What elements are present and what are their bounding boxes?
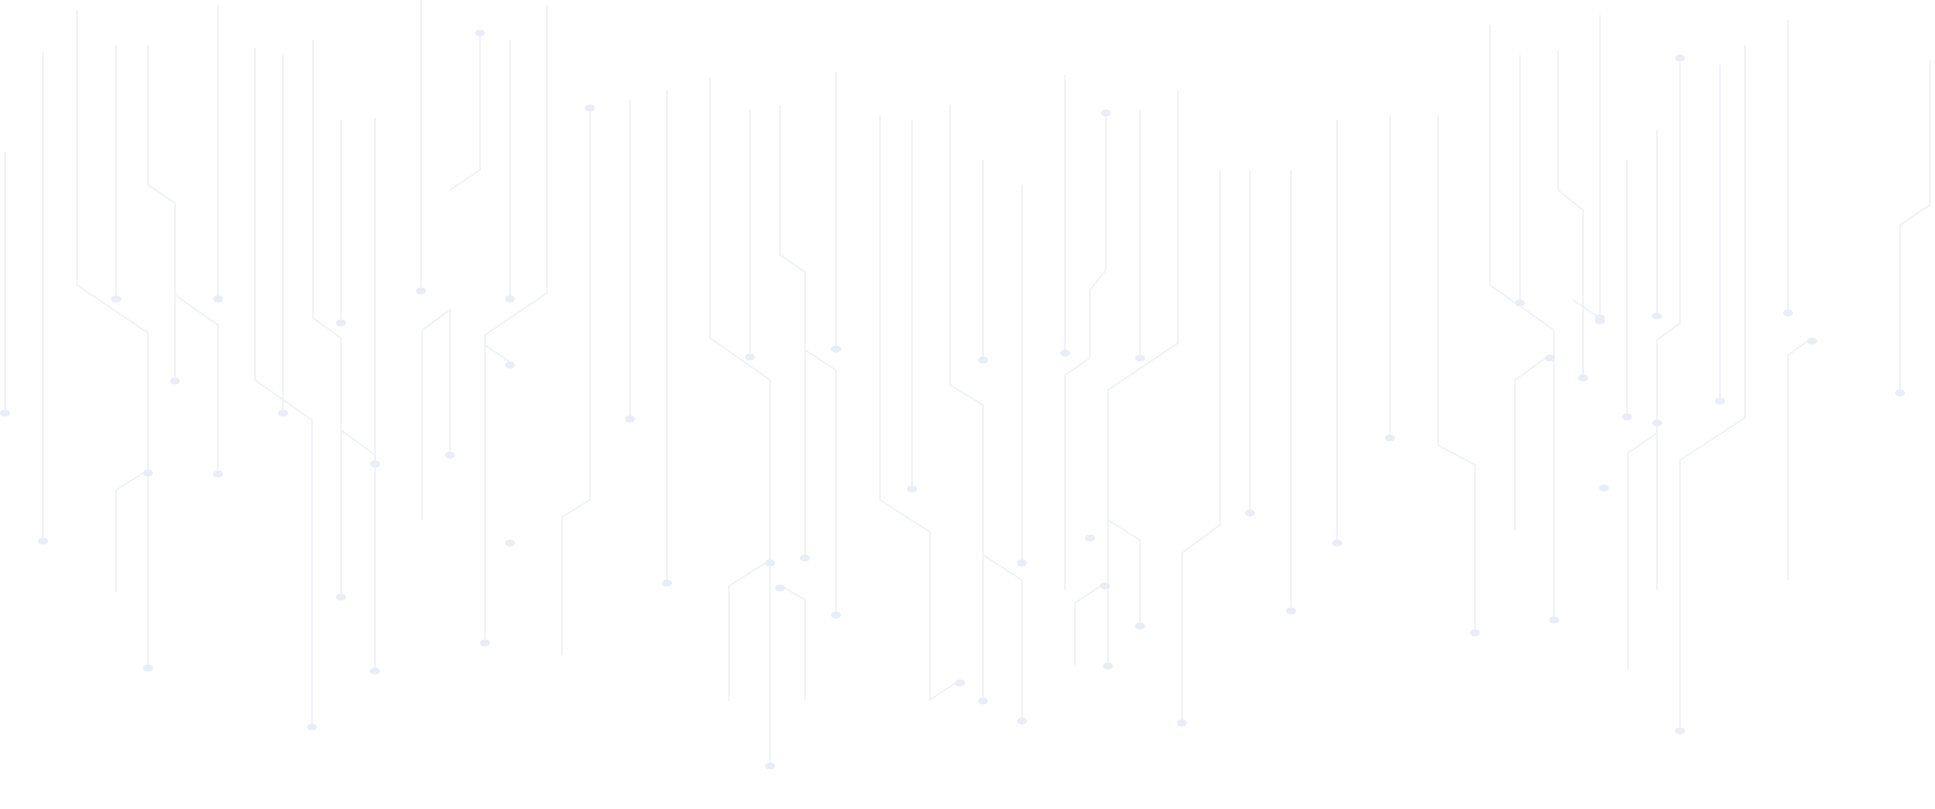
circuit-trace <box>1489 25 1555 617</box>
circuit-node-dot <box>1715 397 1725 405</box>
circuit-trace <box>76 10 149 665</box>
circuit-trace <box>484 5 548 640</box>
circuit-trace <box>1181 170 1221 720</box>
circuit-node-dot <box>445 451 455 459</box>
circuit-node-dot <box>475 29 485 37</box>
circuit-node-dot <box>505 539 515 547</box>
circuit-trace <box>1787 337 1813 580</box>
circuit-node-dot <box>416 287 426 295</box>
circuit-node-dot <box>1545 354 1555 362</box>
circuit-trace <box>1064 110 1107 590</box>
circuit-trace <box>147 45 176 378</box>
circuit-node-dot <box>143 664 153 672</box>
circuit-node-dot <box>278 409 288 417</box>
circuit-node-dot <box>213 470 223 478</box>
circuit-trace <box>1899 60 1931 390</box>
circuit-node-dot <box>585 104 595 112</box>
circuit-node-dot <box>336 593 346 601</box>
circuit-node-dot <box>662 579 672 587</box>
circuit-trace <box>1572 299 1601 319</box>
circuit-node-dot <box>505 295 515 303</box>
circuit-trace <box>1514 354 1551 530</box>
circuit-trace <box>340 429 376 668</box>
circuit-node-dot <box>1135 354 1145 362</box>
circuit-node-dot <box>775 584 785 592</box>
circuit-node-dot <box>745 353 755 361</box>
circuit-node-dot <box>831 611 841 619</box>
circuit-trace <box>484 344 511 363</box>
circuit-node-dot <box>1895 389 1905 397</box>
circuit-trace <box>561 105 591 655</box>
circuit-node-dot <box>765 762 775 770</box>
circuit-node-dot <box>1017 717 1027 725</box>
circuit-node-dot <box>480 639 490 647</box>
circuit-node-dot <box>1100 582 1110 590</box>
circuit-node-dot <box>955 679 965 687</box>
circuit-node-dot <box>1622 413 1632 421</box>
circuit-node-dot <box>1245 509 1255 517</box>
circuit-node-dot <box>1135 622 1145 630</box>
circuit-node-dot <box>1515 299 1525 307</box>
circuit-node-dot <box>307 723 317 731</box>
circuit-node-dot <box>1578 374 1588 382</box>
circuit-trace <box>779 105 806 555</box>
circuit-node-dot <box>978 356 988 364</box>
circuit-trace <box>449 30 481 191</box>
circuit-node-dot <box>213 295 223 303</box>
circuit-node-dot <box>370 667 380 675</box>
circuit-node-dot <box>1652 419 1662 427</box>
circuit-trace <box>879 115 961 702</box>
circuit-trace <box>1557 50 1584 375</box>
circuit-trace <box>1107 90 1179 663</box>
circuit-node-dot <box>1783 309 1793 317</box>
circuit-node-dot <box>907 485 917 493</box>
circuit-node-dot <box>1675 727 1685 735</box>
circuit-node-dot <box>38 537 48 545</box>
circuit-node-dot <box>0 409 10 417</box>
circuit-node-dot <box>170 377 180 385</box>
circuit-trace <box>728 559 771 701</box>
circuit-node-dot <box>765 559 775 567</box>
circuit-node-dot <box>1017 559 1027 567</box>
circuit-node-dot <box>978 697 988 705</box>
circuit-trace <box>1107 519 1141 623</box>
circuit-node-dot <box>1060 349 1070 357</box>
circuit-node-dot <box>143 469 153 477</box>
circuit-node-dot <box>800 554 810 562</box>
circuit-trace <box>1074 582 1106 665</box>
circuit-node-dot <box>831 345 841 353</box>
circuit-trace <box>982 554 1023 718</box>
circuit-node-dot <box>1599 484 1609 492</box>
circuit-node-dot <box>1177 719 1187 727</box>
circuit-node-dot <box>1807 337 1817 345</box>
circuit-trace <box>709 78 771 763</box>
circuit-node-dot <box>1101 109 1111 117</box>
circuit-trace <box>1679 45 1746 728</box>
circuit-node-dot <box>1332 539 1342 547</box>
circuit-node-dot <box>1103 662 1113 670</box>
circuit-trace <box>115 469 149 592</box>
circuit-node-dot <box>336 319 346 327</box>
circuit-node-dot <box>1652 312 1662 320</box>
circuit-trace <box>174 294 219 471</box>
circuit-trace <box>949 105 984 698</box>
circuit-node-dot <box>1085 534 1095 542</box>
circuit-node-dot <box>1286 607 1296 615</box>
circuit-node-dot <box>1549 616 1559 624</box>
circuit-trace <box>421 308 451 520</box>
circuit-node-dot <box>1595 317 1605 325</box>
circuit-trace <box>1627 55 1681 670</box>
circuit-node-dot <box>505 361 515 369</box>
circuit-node-dot <box>1470 629 1480 637</box>
circuit-node-dot <box>1385 434 1395 442</box>
circuit-trace <box>1437 115 1476 630</box>
circuit-node-dot <box>625 415 635 423</box>
circuit-node-dot <box>111 295 121 303</box>
circuit-trace <box>779 584 806 700</box>
circuit-trace <box>804 349 837 612</box>
circuit-node-dot <box>1675 54 1685 62</box>
circuit-trace <box>312 40 342 594</box>
